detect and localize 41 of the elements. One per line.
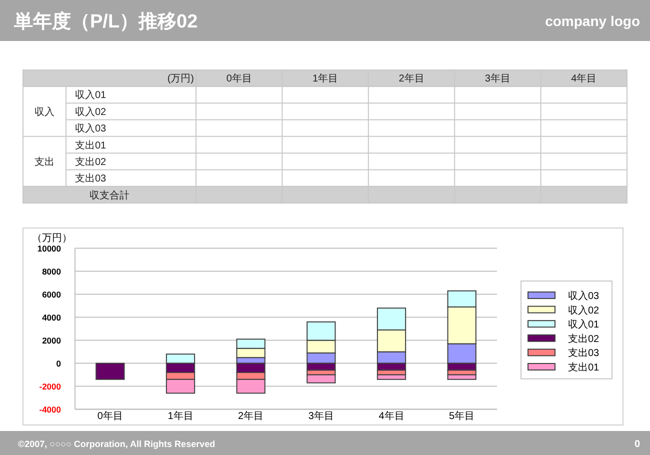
bar — [96, 362, 125, 380]
text: 0 — [634, 439, 640, 450]
y-tick-label: 収入01 — [75, 89, 107, 102]
legend-label: 収入02 — [568, 304, 600, 316]
y-tick-label: 収入03 — [75, 122, 107, 135]
y-tick-label: 支出02 — [75, 156, 107, 168]
y-tick-label: 8000 — [42, 266, 62, 276]
x-tick-label: 2年目 — [398, 72, 424, 85]
x-tick-label: 1年目 — [312, 72, 338, 85]
x-tick-label: 3年目 — [308, 410, 334, 422]
x-tick-label: 4年目 — [378, 410, 404, 422]
legend-label: 支出03 — [568, 347, 600, 360]
text: (万円) — [167, 74, 194, 85]
y-tick-label: 6000 — [42, 289, 62, 300]
y-axis-title: （万円） — [32, 233, 72, 244]
y-tick-label: 支出03 — [75, 172, 107, 185]
legend-label: 支出02 — [568, 332, 600, 345]
legend-label: 収入03 — [568, 290, 600, 302]
y-tick-label: -2000 — [39, 381, 62, 392]
legend-label: 収入01 — [568, 318, 600, 331]
y-tick-label: 0 — [56, 358, 62, 368]
x-tick-label: 4年目 — [571, 72, 597, 85]
text: company logo — [545, 13, 640, 29]
y-tick-label: 4000 — [42, 312, 62, 322]
x-tick-label: 5年目 — [449, 410, 475, 422]
y-tick-label: 収入02 — [75, 106, 107, 118]
x-tick-label: 3年目 — [484, 72, 510, 85]
text: 収支合計 — [90, 189, 130, 202]
text: ©2007, ○○○○ Corporation, All Rights Reserved — [18, 439, 216, 449]
legend-label: 支出01 — [568, 362, 600, 374]
text: 収入 — [34, 106, 54, 118]
text: 支出 — [34, 156, 54, 168]
x-tick-label: 0年目 — [97, 410, 123, 422]
y-tick-label: 2000 — [42, 335, 62, 346]
chart-title: 単年度（P/L）推移02 — [13, 10, 198, 32]
y-tick-label: 10000 — [37, 243, 62, 254]
x-tick-label: 2年目 — [238, 410, 264, 422]
y-tick-label: 支出01 — [75, 139, 107, 152]
y-tick-label: -4000 — [39, 404, 62, 414]
x-tick-label: 0年目 — [226, 72, 252, 85]
x-tick-label: 1年目 — [168, 410, 194, 422]
